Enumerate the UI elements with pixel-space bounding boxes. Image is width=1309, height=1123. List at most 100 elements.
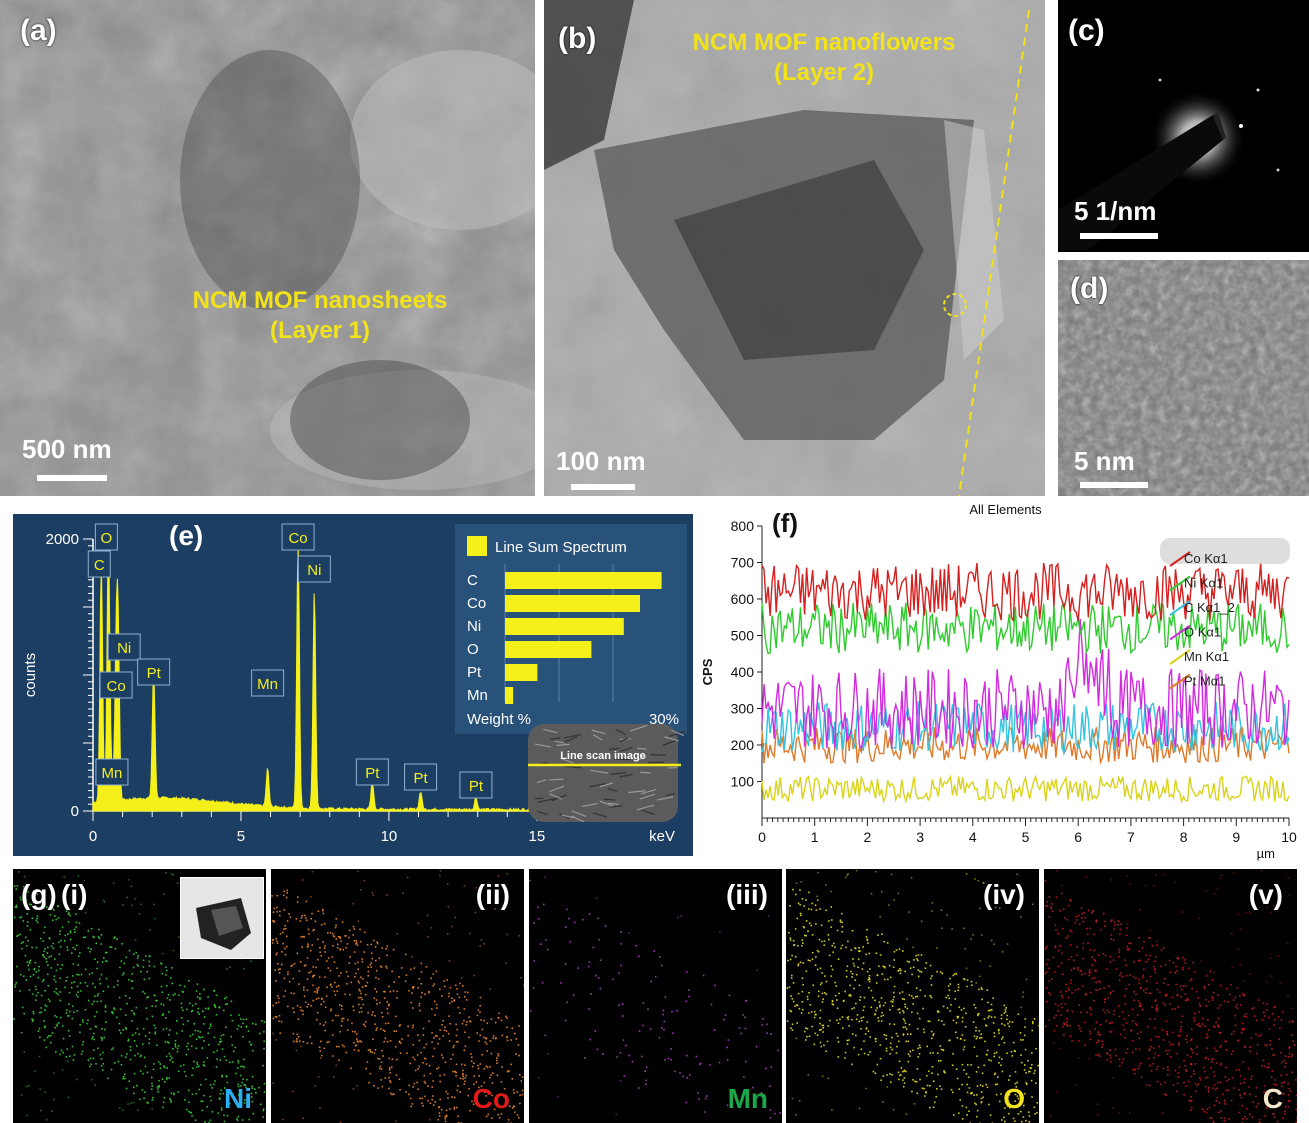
map-dot xyxy=(317,958,319,961)
line-scan-y-axis-label: CPS xyxy=(702,658,715,685)
map-dot xyxy=(937,1073,939,1076)
map-dot xyxy=(251,1087,254,1090)
map-dot xyxy=(62,1051,64,1054)
line-scan-image-texture xyxy=(665,792,676,797)
map-dot xyxy=(378,1001,381,1004)
map-dot xyxy=(1220,1110,1223,1112)
map-dot xyxy=(411,1026,414,1029)
legend-label-o: O Kα1 xyxy=(1184,625,1221,640)
map-dot xyxy=(1014,1120,1016,1122)
map-dot xyxy=(792,1000,795,1003)
map-dot xyxy=(25,1085,28,1088)
map-dot xyxy=(364,1020,367,1023)
map-dot xyxy=(898,992,901,994)
map-dot xyxy=(369,1049,371,1051)
map-dot xyxy=(845,876,847,879)
inset-bar-o xyxy=(505,641,592,658)
map-dot xyxy=(362,1003,365,1006)
map-dot xyxy=(1118,951,1121,953)
map-dot xyxy=(334,926,337,929)
map-dot xyxy=(414,1069,417,1072)
map-dot xyxy=(919,970,921,973)
map-dot xyxy=(1138,1005,1141,1008)
map-dot xyxy=(820,940,823,943)
map-dot xyxy=(895,949,898,951)
map-dot xyxy=(590,993,592,995)
map-dot xyxy=(454,916,457,919)
map-dot xyxy=(1210,1067,1212,1069)
map-dot xyxy=(943,1071,945,1073)
map-dot xyxy=(1132,976,1135,978)
map-dot xyxy=(951,928,953,930)
map-dot xyxy=(1003,1041,1006,1044)
map-dot xyxy=(143,1056,146,1059)
map-dot xyxy=(146,1101,149,1104)
map-dot xyxy=(628,932,630,934)
map-dot xyxy=(515,1053,517,1055)
map-dot xyxy=(1075,915,1077,918)
map-dot xyxy=(16,885,19,887)
map-dot xyxy=(836,1007,839,1010)
map-dot xyxy=(1149,1018,1151,1020)
map-dot xyxy=(888,1023,891,1025)
map-dot xyxy=(902,1026,905,1029)
map-dot xyxy=(181,990,184,993)
map-dot xyxy=(1048,991,1050,994)
map-dot xyxy=(66,1048,69,1050)
map-dot xyxy=(1021,1120,1023,1123)
map-dot xyxy=(1144,884,1147,887)
map-dot xyxy=(371,1014,373,1016)
map-dot xyxy=(1070,955,1073,958)
scale-label-c: 5 1/nm xyxy=(1074,196,1157,226)
map-dot xyxy=(1124,995,1126,998)
map-dot xyxy=(984,1040,986,1043)
map-dot xyxy=(1176,1052,1179,1055)
map-dot xyxy=(471,1100,473,1103)
map-dot xyxy=(210,1099,212,1102)
map-dot xyxy=(897,892,900,895)
map-dot xyxy=(436,1068,438,1070)
map-dot xyxy=(1098,1055,1101,1058)
map-dot xyxy=(1273,1083,1276,1086)
map-dot xyxy=(445,1115,448,1118)
map-dot xyxy=(302,1013,304,1016)
map-dot xyxy=(543,876,546,879)
map-dot xyxy=(798,1007,801,1010)
map-dot xyxy=(928,1020,931,1023)
map-dot xyxy=(456,1089,459,1092)
map-dot xyxy=(1232,1087,1235,1089)
map-dot xyxy=(15,904,18,907)
map-dot xyxy=(1117,920,1120,922)
map-dot xyxy=(32,973,35,976)
map-dot xyxy=(69,931,72,934)
map-dot xyxy=(1192,961,1195,964)
map-dot xyxy=(116,1016,118,1019)
line-scan-image-texture xyxy=(636,804,655,811)
map-dot xyxy=(316,987,318,990)
map-dot xyxy=(852,962,855,965)
map-dot xyxy=(993,1052,996,1055)
map-dot xyxy=(462,1073,464,1076)
map-dot xyxy=(533,960,536,962)
map-dot xyxy=(279,933,282,935)
map-dot xyxy=(167,993,170,996)
map-dot xyxy=(952,1091,954,1094)
map-dot xyxy=(1032,1020,1034,1023)
map-dot xyxy=(37,969,40,972)
map-dot xyxy=(381,1085,384,1088)
map-dot xyxy=(242,1018,245,1021)
map-dot xyxy=(1097,980,1100,982)
line-scan-series-mn xyxy=(761,774,1290,804)
map-dot xyxy=(1224,1076,1227,1078)
map-dot xyxy=(65,1056,68,1058)
map-dot xyxy=(317,910,320,912)
map-dot xyxy=(1140,1005,1142,1007)
map-dot xyxy=(1187,999,1190,1001)
map-dot xyxy=(211,1110,214,1113)
map-dot xyxy=(831,919,833,921)
map-dot xyxy=(177,1045,180,1047)
line-scan-x-axis-label: µm xyxy=(1257,846,1275,861)
map-dot xyxy=(819,967,822,970)
map-dot xyxy=(203,988,205,991)
line-scan-image-texture xyxy=(536,779,547,784)
